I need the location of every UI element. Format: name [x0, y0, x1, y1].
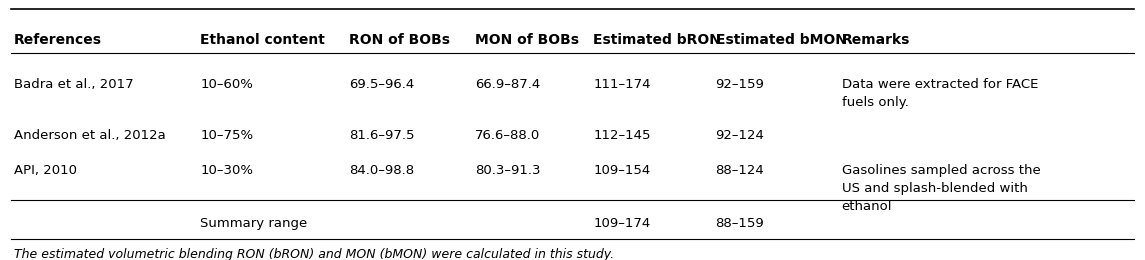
Text: Summary range: Summary range [200, 217, 308, 230]
Text: 66.9–87.4: 66.9–87.4 [475, 78, 540, 91]
Text: 76.6–88.0: 76.6–88.0 [475, 129, 540, 142]
Text: 92–159: 92–159 [716, 78, 765, 91]
Text: Data were extracted for FACE
fuels only.: Data were extracted for FACE fuels only. [842, 78, 1039, 109]
Text: Gasolines sampled across the
US and splash-blended with
ethanol: Gasolines sampled across the US and spla… [842, 164, 1041, 213]
Text: 81.6–97.5: 81.6–97.5 [349, 129, 414, 142]
Text: 109–154: 109–154 [593, 164, 650, 177]
Text: MON of BOBs: MON of BOBs [475, 32, 579, 47]
Text: The estimated volumetric blending RON (bRON) and MON (bMON) were calculated in t: The estimated volumetric blending RON (b… [14, 248, 614, 260]
Text: Estimated bRON: Estimated bRON [593, 32, 721, 47]
Text: Estimated bMON: Estimated bMON [716, 32, 846, 47]
Text: 88–124: 88–124 [716, 164, 765, 177]
Text: References: References [14, 32, 102, 47]
Text: Anderson et al., 2012a: Anderson et al., 2012a [14, 129, 166, 142]
Text: Ethanol content: Ethanol content [200, 32, 325, 47]
Text: 111–174: 111–174 [593, 78, 650, 91]
Text: 92–124: 92–124 [716, 129, 765, 142]
Text: 112–145: 112–145 [593, 129, 650, 142]
Text: 10–75%: 10–75% [200, 129, 253, 142]
Text: API, 2010: API, 2010 [14, 164, 77, 177]
Text: 80.3–91.3: 80.3–91.3 [475, 164, 540, 177]
Text: Badra et al., 2017: Badra et al., 2017 [14, 78, 133, 91]
Text: 88–159: 88–159 [716, 217, 765, 230]
Text: 69.5–96.4: 69.5–96.4 [349, 78, 414, 91]
Text: 84.0–98.8: 84.0–98.8 [349, 164, 414, 177]
Text: 10–60%: 10–60% [200, 78, 253, 91]
Text: RON of BOBs: RON of BOBs [349, 32, 450, 47]
Text: 109–174: 109–174 [593, 217, 650, 230]
Text: Remarks: Remarks [842, 32, 910, 47]
Text: 10–30%: 10–30% [200, 164, 253, 177]
